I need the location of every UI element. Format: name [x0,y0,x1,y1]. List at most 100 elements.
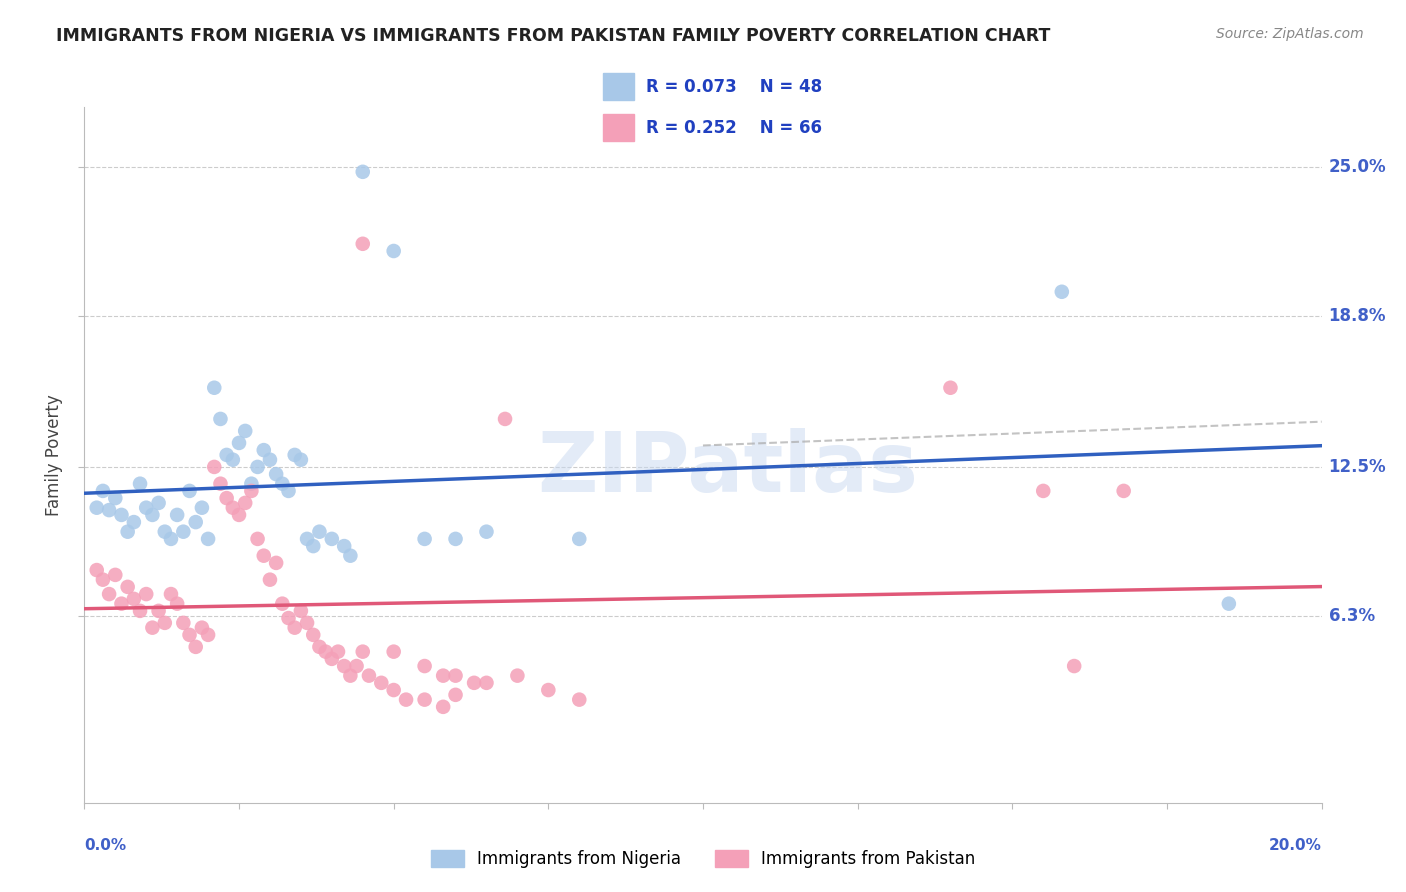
Point [1218,597,1240,611]
Point [202,459,225,474]
Point [98,503,121,517]
Point [271,597,294,611]
Text: R = 0.073    N = 48: R = 0.073 N = 48 [647,78,823,95]
Point [463,676,485,690]
Point [191,500,214,515]
Point [444,532,467,546]
Point [413,532,436,546]
Point [346,659,368,673]
Point [246,459,269,474]
Point [315,645,337,659]
Point [153,524,176,539]
Text: R = 0.252    N = 66: R = 0.252 N = 66 [647,119,823,136]
Point [295,532,318,546]
Point [209,476,232,491]
Point [259,452,281,467]
Point [277,611,299,625]
Point [352,645,374,659]
Text: ZIPatlas: ZIPatlas [537,428,918,509]
Point [179,628,201,642]
Point [215,448,238,462]
Point [308,524,330,539]
Point [290,604,312,618]
Point [153,615,176,630]
Point [1050,285,1073,299]
Point [172,524,194,539]
Point [117,524,139,539]
Point [352,165,374,179]
Point [302,539,325,553]
Point [91,483,114,498]
Point [444,668,467,682]
Point [537,683,560,698]
Point [197,628,219,642]
Point [357,668,380,682]
Point [333,659,356,673]
Point [172,615,194,630]
Point [413,659,436,673]
Point [326,645,349,659]
Point [506,668,529,682]
Point [160,532,183,546]
Point [228,436,250,450]
Point [475,524,498,539]
Point [284,448,307,462]
Point [432,699,454,714]
Point [202,381,225,395]
Point [215,491,238,505]
Point [568,532,591,546]
Point [444,688,467,702]
Point [86,563,108,577]
Point [432,668,454,682]
Point [197,532,219,546]
Point [382,244,405,258]
Point [302,628,325,642]
Point [222,500,245,515]
Point [166,508,188,522]
Text: 0.0%: 0.0% [84,838,127,854]
Point [395,692,418,706]
Point [494,412,516,426]
Legend: Immigrants from Nigeria, Immigrants from Pakistan: Immigrants from Nigeria, Immigrants from… [423,843,983,875]
Text: 12.5%: 12.5% [1329,458,1386,476]
Text: 25.0%: 25.0% [1329,158,1386,176]
Point [209,412,232,426]
Point [98,587,121,601]
Point [370,676,392,690]
Point [104,491,127,505]
Point [339,549,361,563]
Point [1032,483,1054,498]
Text: Source: ZipAtlas.com: Source: ZipAtlas.com [1216,27,1364,41]
Point [135,500,157,515]
Point [160,587,183,601]
Point [382,645,405,659]
Point [382,683,405,698]
Point [122,591,145,606]
Point [308,640,330,654]
Point [413,692,436,706]
Point [284,621,307,635]
Point [233,424,256,438]
Point [122,515,145,529]
Point [259,573,281,587]
Point [222,452,245,467]
Point [333,539,356,553]
Point [117,580,139,594]
Point [129,604,152,618]
Point [264,467,287,482]
Point [321,532,343,546]
Point [271,476,294,491]
Point [277,483,299,498]
Point [290,452,312,467]
Point [110,508,132,522]
Point [148,496,170,510]
Point [321,652,343,666]
Bar [603,73,634,100]
Y-axis label: Family Poverty: Family Poverty [45,394,63,516]
Point [110,597,132,611]
Point [141,508,163,522]
Point [141,621,163,635]
Text: 6.3%: 6.3% [1329,607,1375,624]
Point [233,496,256,510]
Point [1112,483,1135,498]
